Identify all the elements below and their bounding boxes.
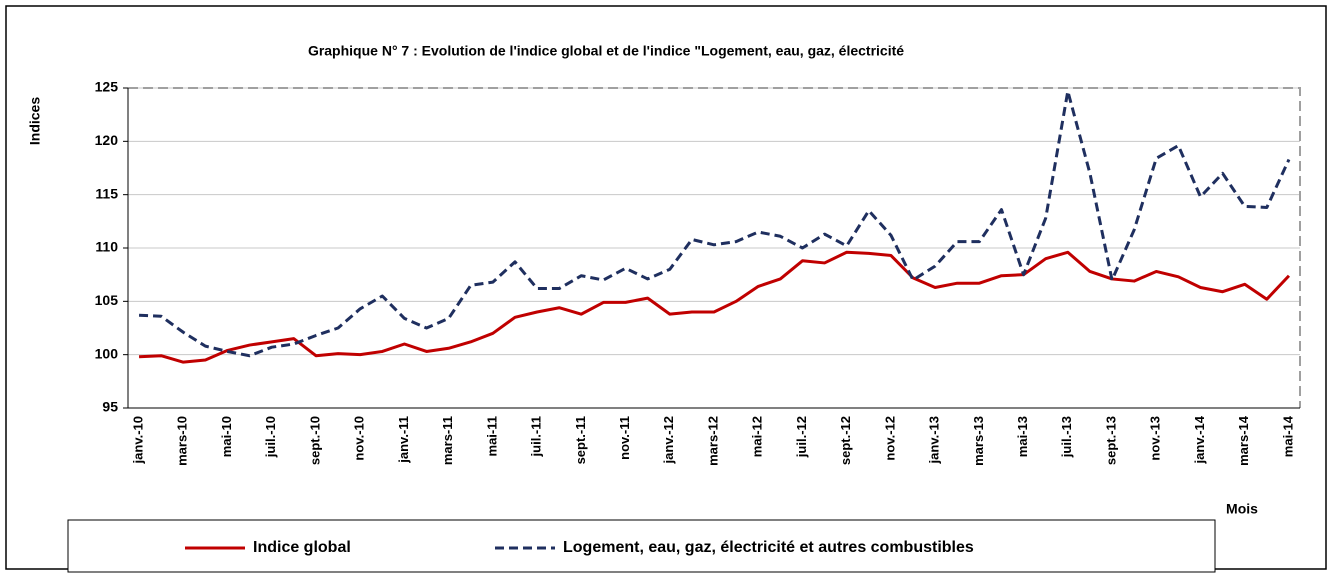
x-tick-label: nov.-13 — [1148, 416, 1163, 461]
x-tick-label: mars-12 — [705, 416, 720, 466]
plot-frame — [128, 87, 1301, 408]
x-tick-label: nov.-11 — [617, 416, 632, 460]
x-tick-label: mars-13 — [971, 416, 986, 466]
y-tick-label: 125 — [95, 79, 119, 95]
x-tick-label: mai-12 — [750, 416, 765, 457]
x-tick-label: mai-14 — [1280, 415, 1295, 457]
x-tick-label: juil.-10 — [263, 416, 278, 458]
y-tick-label: 105 — [95, 292, 119, 308]
series-line — [138, 250, 1291, 364]
x-tick-label: janv.-10 — [130, 416, 145, 464]
x-tick-label: mai-11 — [484, 416, 499, 456]
y-tick-label: 95 — [102, 399, 118, 415]
legend-label: Indice global — [253, 539, 351, 556]
x-tick-label: nov.-12 — [882, 416, 897, 461]
y-tick-label: 100 — [95, 345, 119, 361]
y-tick-label: 115 — [95, 185, 118, 201]
x-tick-label: janv.-11 — [396, 416, 411, 464]
x-tick-label: sept.-10 — [307, 416, 322, 465]
x-tick-label: juil.-12 — [794, 416, 809, 458]
chart-border — [5, 5, 1327, 570]
x-tick-label: mai-13 — [1015, 416, 1030, 457]
legend-box — [67, 519, 1216, 573]
x-tick-label: sept.-11 — [573, 416, 588, 464]
series-line — [138, 89, 1291, 358]
x-tick-label: juil.-11 — [529, 416, 544, 457]
y-tick-label: 120 — [95, 132, 119, 148]
x-tick-label: mars-10 — [175, 416, 190, 466]
x-tick-label: sept.-13 — [1103, 416, 1118, 465]
x-tick-label: juil.-13 — [1059, 416, 1074, 458]
x-tick-label: janv.-12 — [661, 416, 676, 464]
x-tick-label: janv.-14 — [1192, 415, 1207, 464]
chart-title: Graphique N° 7 : Evolution de l'indice g… — [308, 43, 904, 59]
x-axis-label: Mois — [1226, 501, 1258, 517]
x-tick-label: mai-10 — [219, 416, 234, 457]
x-tick-label: nov.-10 — [352, 416, 367, 461]
y-axis-label: Indices — [27, 97, 43, 145]
legend-label: Logement, eau, gaz, électricité et autre… — [563, 539, 974, 556]
x-tick-label: sept.-12 — [838, 416, 853, 465]
x-tick-label: mars-14 — [1236, 415, 1251, 466]
y-tick-label: 110 — [95, 239, 118, 255]
x-tick-label: mars-11 — [440, 416, 455, 465]
x-tick-label: janv.-13 — [927, 416, 942, 464]
